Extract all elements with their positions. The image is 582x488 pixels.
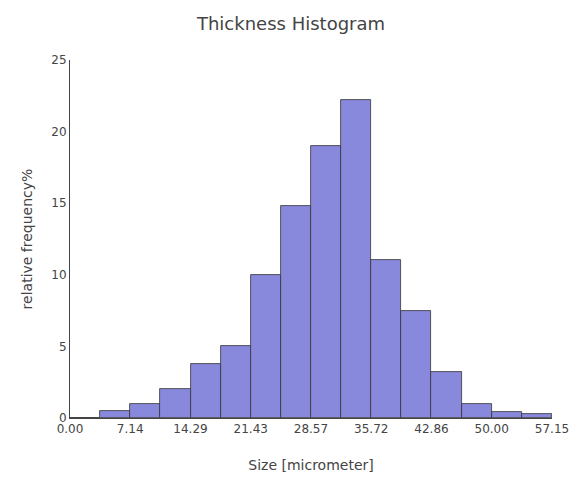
svg-text:20: 20: [51, 125, 66, 139]
svg-text:50.00: 50.00: [475, 422, 509, 436]
svg-text:21.43: 21.43: [234, 422, 268, 436]
svg-text:Thickness Histogram: Thickness Histogram: [196, 13, 385, 34]
svg-text:28.57: 28.57: [294, 422, 328, 436]
svg-text:Size [micrometer]: Size [micrometer]: [248, 457, 373, 473]
svg-text:35.72: 35.72: [354, 422, 388, 436]
svg-text:57.15: 57.15: [535, 422, 569, 436]
svg-text:25: 25: [51, 53, 66, 67]
svg-text:14.29: 14.29: [173, 422, 207, 436]
svg-text:5: 5: [59, 340, 67, 354]
svg-text:15: 15: [51, 196, 66, 210]
svg-text:relative frequency%: relative frequency%: [19, 169, 35, 310]
svg-text:0: 0: [59, 411, 67, 425]
svg-text:7.14: 7.14: [117, 422, 144, 436]
svg-text:10: 10: [51, 268, 66, 282]
svg-text:42.86: 42.86: [414, 422, 448, 436]
svg-text:0.00: 0.00: [57, 422, 84, 436]
